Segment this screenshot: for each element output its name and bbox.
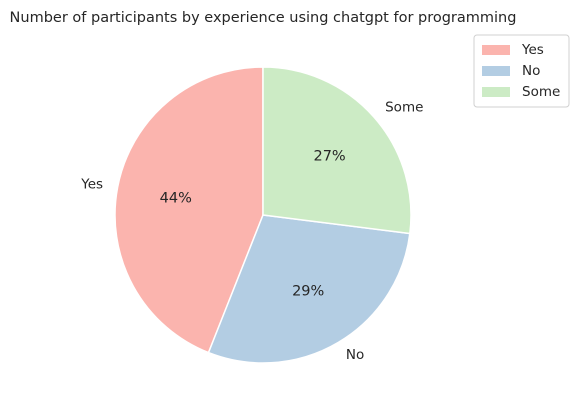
slice-labels: Yes 44% No 29% Some 27% [80, 99, 423, 363]
legend: Yes No Some [473, 34, 570, 108]
pie-slices [114, 66, 412, 364]
slice-label-no: No [346, 347, 364, 363]
legend-label-some: Some [522, 84, 560, 100]
legend-label-no: No [522, 63, 540, 79]
legend-swatch-some [482, 87, 510, 97]
slice-value-no: 29% [292, 283, 324, 299]
slice-value-some: 27% [313, 148, 345, 164]
legend-label-yes: Yes [521, 42, 544, 58]
legend-swatch-no [482, 66, 510, 76]
chart-title: Number of participants by experience usi… [10, 10, 517, 26]
pie-slice-yes [114, 66, 264, 354]
slice-value-yes: 44% [160, 190, 192, 206]
slice-label-yes: Yes [80, 176, 103, 192]
legend-swatch-yes [482, 45, 510, 55]
pie-slice-no [207, 214, 411, 364]
slice-label-some: Some [385, 99, 423, 115]
pie-slice-some [262, 66, 412, 235]
